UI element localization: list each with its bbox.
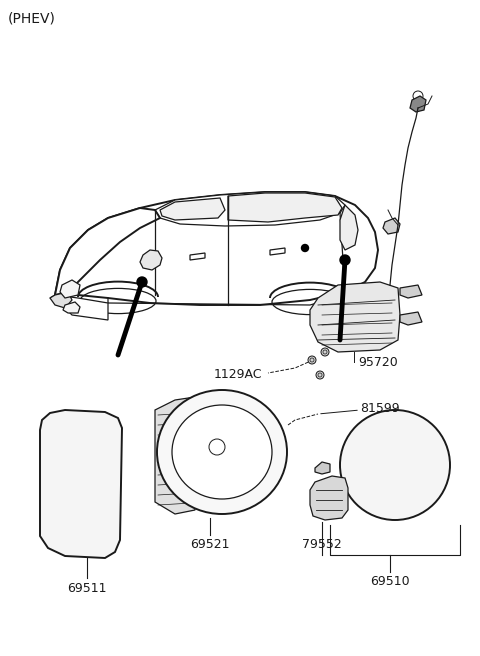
Text: (PHEV): (PHEV) xyxy=(8,12,56,26)
Polygon shape xyxy=(55,192,378,305)
Circle shape xyxy=(340,255,350,265)
Circle shape xyxy=(137,277,147,287)
Text: 81599: 81599 xyxy=(360,401,400,415)
Text: 69511: 69511 xyxy=(67,582,107,595)
Text: 1129AC: 1129AC xyxy=(214,367,262,380)
Polygon shape xyxy=(50,295,108,320)
Polygon shape xyxy=(310,282,400,352)
Polygon shape xyxy=(340,205,358,250)
Polygon shape xyxy=(410,96,426,112)
Text: 95720: 95720 xyxy=(358,356,398,369)
Polygon shape xyxy=(315,462,330,474)
Polygon shape xyxy=(155,192,345,226)
Ellipse shape xyxy=(157,390,287,514)
Polygon shape xyxy=(383,218,400,234)
Ellipse shape xyxy=(172,405,272,499)
Polygon shape xyxy=(60,280,80,298)
Text: 69510: 69510 xyxy=(370,575,410,588)
Polygon shape xyxy=(155,397,195,514)
Circle shape xyxy=(340,410,450,520)
Circle shape xyxy=(308,356,316,364)
Polygon shape xyxy=(63,302,80,313)
Text: 69521: 69521 xyxy=(190,538,230,551)
Polygon shape xyxy=(160,198,225,220)
Polygon shape xyxy=(50,292,72,308)
Polygon shape xyxy=(55,208,160,295)
Circle shape xyxy=(316,371,324,379)
Circle shape xyxy=(321,348,329,356)
Polygon shape xyxy=(140,250,162,270)
Polygon shape xyxy=(40,410,122,558)
Polygon shape xyxy=(400,312,422,325)
Text: 79552: 79552 xyxy=(302,538,342,551)
Polygon shape xyxy=(310,476,348,520)
Polygon shape xyxy=(228,193,342,222)
Circle shape xyxy=(301,245,309,251)
Polygon shape xyxy=(400,285,422,298)
